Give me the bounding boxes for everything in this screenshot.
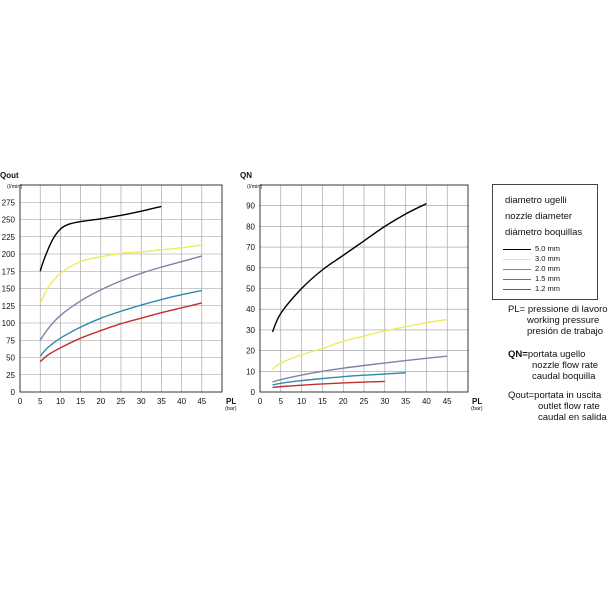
qout-y-tick-label: 250: [2, 216, 16, 225]
qn-x-tick-label: 15: [318, 397, 327, 406]
legend-item-label: 1.5 mm: [535, 274, 561, 283]
qn-y-tick-label: 70: [246, 243, 255, 252]
qn-x-axis-label: PL: [472, 397, 482, 406]
qn-x-tick-label: 5: [279, 397, 284, 406]
qout-x-tick-label: 10: [56, 397, 65, 406]
legend-swatch: [503, 288, 531, 290]
legend-item: 3.0 mm: [503, 255, 560, 263]
qout-y-tick-label: 0: [11, 388, 16, 397]
definition-key: Qout=: [508, 390, 535, 401]
legend-swatch: [503, 248, 531, 250]
qout-x-tick-label: 45: [197, 397, 206, 406]
legend-item: 2.0 mm: [503, 265, 560, 273]
definition-line: nozzle flow rate: [532, 360, 599, 371]
qout-plot-frame: [19, 184, 223, 393]
qout-y-tick-label: 225: [2, 233, 16, 242]
qout-series-line-1-2-mm: [39, 302, 202, 363]
legend-item-label: 2.0 mm: [535, 264, 561, 273]
qout-x-tick-label: 25: [117, 397, 126, 406]
qout-y-tick-label: 275: [2, 198, 16, 207]
definition-line: caudal en salida: [538, 412, 607, 423]
definition-line: pressione di lavoro: [527, 304, 608, 315]
qn-y-tick-label: 10: [246, 367, 255, 376]
qout-x-tick-label: 40: [177, 397, 186, 406]
qout-x-tick-label: 35: [157, 397, 166, 406]
qn-x-tick-label: 25: [360, 397, 369, 406]
qn-y-tick-label: 80: [246, 222, 255, 231]
qout-series-line-2-0-mm: [39, 255, 202, 341]
qout-x-axis-unit: (bar): [225, 406, 237, 412]
qn-y-tick-label: 60: [246, 264, 255, 273]
definition-line: working pressure: [527, 315, 600, 326]
qout-y-tick-label: 150: [2, 285, 16, 294]
qout-y-tick-label: 175: [2, 267, 16, 276]
definition-line: outlet flow rate: [538, 401, 600, 412]
legend-item: 5.0 mm: [503, 245, 560, 253]
legend-title-es: diámetro boquillas: [505, 227, 583, 238]
definition-line: caudal boquilla: [532, 371, 596, 382]
definition-key: QN=: [508, 349, 528, 360]
qn-y-axis-label: QN: [240, 171, 252, 180]
qout-series-line-1-5-mm: [39, 289, 202, 357]
qn-x-tick-label: 20: [339, 397, 348, 406]
qn-y-tick-label: 50: [246, 285, 255, 294]
definition-line: portata ugello: [527, 349, 586, 360]
qn-series-line-5-0-mm: [271, 203, 427, 333]
qout-y-tick-label: 25: [6, 371, 15, 380]
legend-item-label: 1.2 mm: [535, 284, 561, 293]
qn-y-tick-label: 90: [246, 202, 255, 211]
qn-y-tick-label: 30: [246, 326, 255, 335]
qout-y-tick-label: 50: [6, 354, 15, 363]
qn-x-tick-label: 45: [443, 397, 452, 406]
qn-series-line-1-5-mm: [272, 372, 406, 386]
legend-item: 1.5 mm: [503, 275, 560, 283]
legend-swatch: [503, 258, 531, 260]
definition-line: presión de trabajo: [527, 326, 604, 337]
qout-x-tick-label: 15: [76, 397, 85, 406]
legend-swatch: [503, 268, 531, 270]
qn-series-line-2-0-mm: [272, 355, 448, 383]
qn-x-tick-label: 10: [297, 397, 306, 406]
qn-x-tick-label: 0: [258, 397, 263, 406]
legend-item-label: 5.0 mm: [535, 244, 561, 253]
qout-x-tick-label: 20: [96, 397, 105, 406]
legend-item: 1.2 mm: [503, 285, 560, 293]
qn-x-tick-label: 35: [401, 397, 410, 406]
qn-x-axis-unit: (bar): [471, 406, 483, 412]
qn-y-tick-label: 20: [246, 347, 255, 356]
legend-title-en: nozzle diameter: [505, 211, 573, 222]
qout-y-tick-label: 100: [2, 319, 16, 328]
qn-series-line-1-2-mm: [272, 380, 385, 389]
qn-x-tick-label: 30: [380, 397, 389, 406]
qout-y-tick-label: 125: [2, 302, 16, 311]
definition-line: portata in uscita: [534, 390, 602, 401]
qout-y-tick-label: 75: [6, 336, 15, 345]
qout-x-axis-label: PL: [226, 397, 236, 406]
qn-x-tick-label: 40: [422, 397, 431, 406]
qout-x-tick-label: 0: [18, 397, 23, 406]
definition-key: PL=: [508, 304, 526, 315]
qn-y-tick-label: 0: [251, 388, 256, 397]
legend-title-it: diametro ugelli: [505, 195, 567, 206]
qout-y-tick-label: 200: [2, 250, 16, 259]
qn-plot-frame: [259, 184, 469, 393]
qn-y-axis-unit: (l/min): [247, 184, 262, 190]
qout-series-line-3-0-mm: [39, 244, 202, 304]
qout-y-axis-unit: (l/min): [7, 184, 22, 190]
legend-swatch: [503, 278, 531, 280]
qout-series-line-5-0-mm: [39, 205, 162, 272]
qn-y-tick-label: 40: [246, 305, 255, 314]
qn-series-line-3-0-mm: [272, 318, 448, 370]
qout-y-axis-label: Qout: [0, 171, 19, 180]
qout-x-tick-label: 5: [38, 397, 43, 406]
qout-x-tick-label: 30: [137, 397, 146, 406]
legend: diametro ugelli nozzle diameter diámetro…: [492, 184, 598, 300]
legend-item-label: 3.0 mm: [535, 254, 561, 263]
